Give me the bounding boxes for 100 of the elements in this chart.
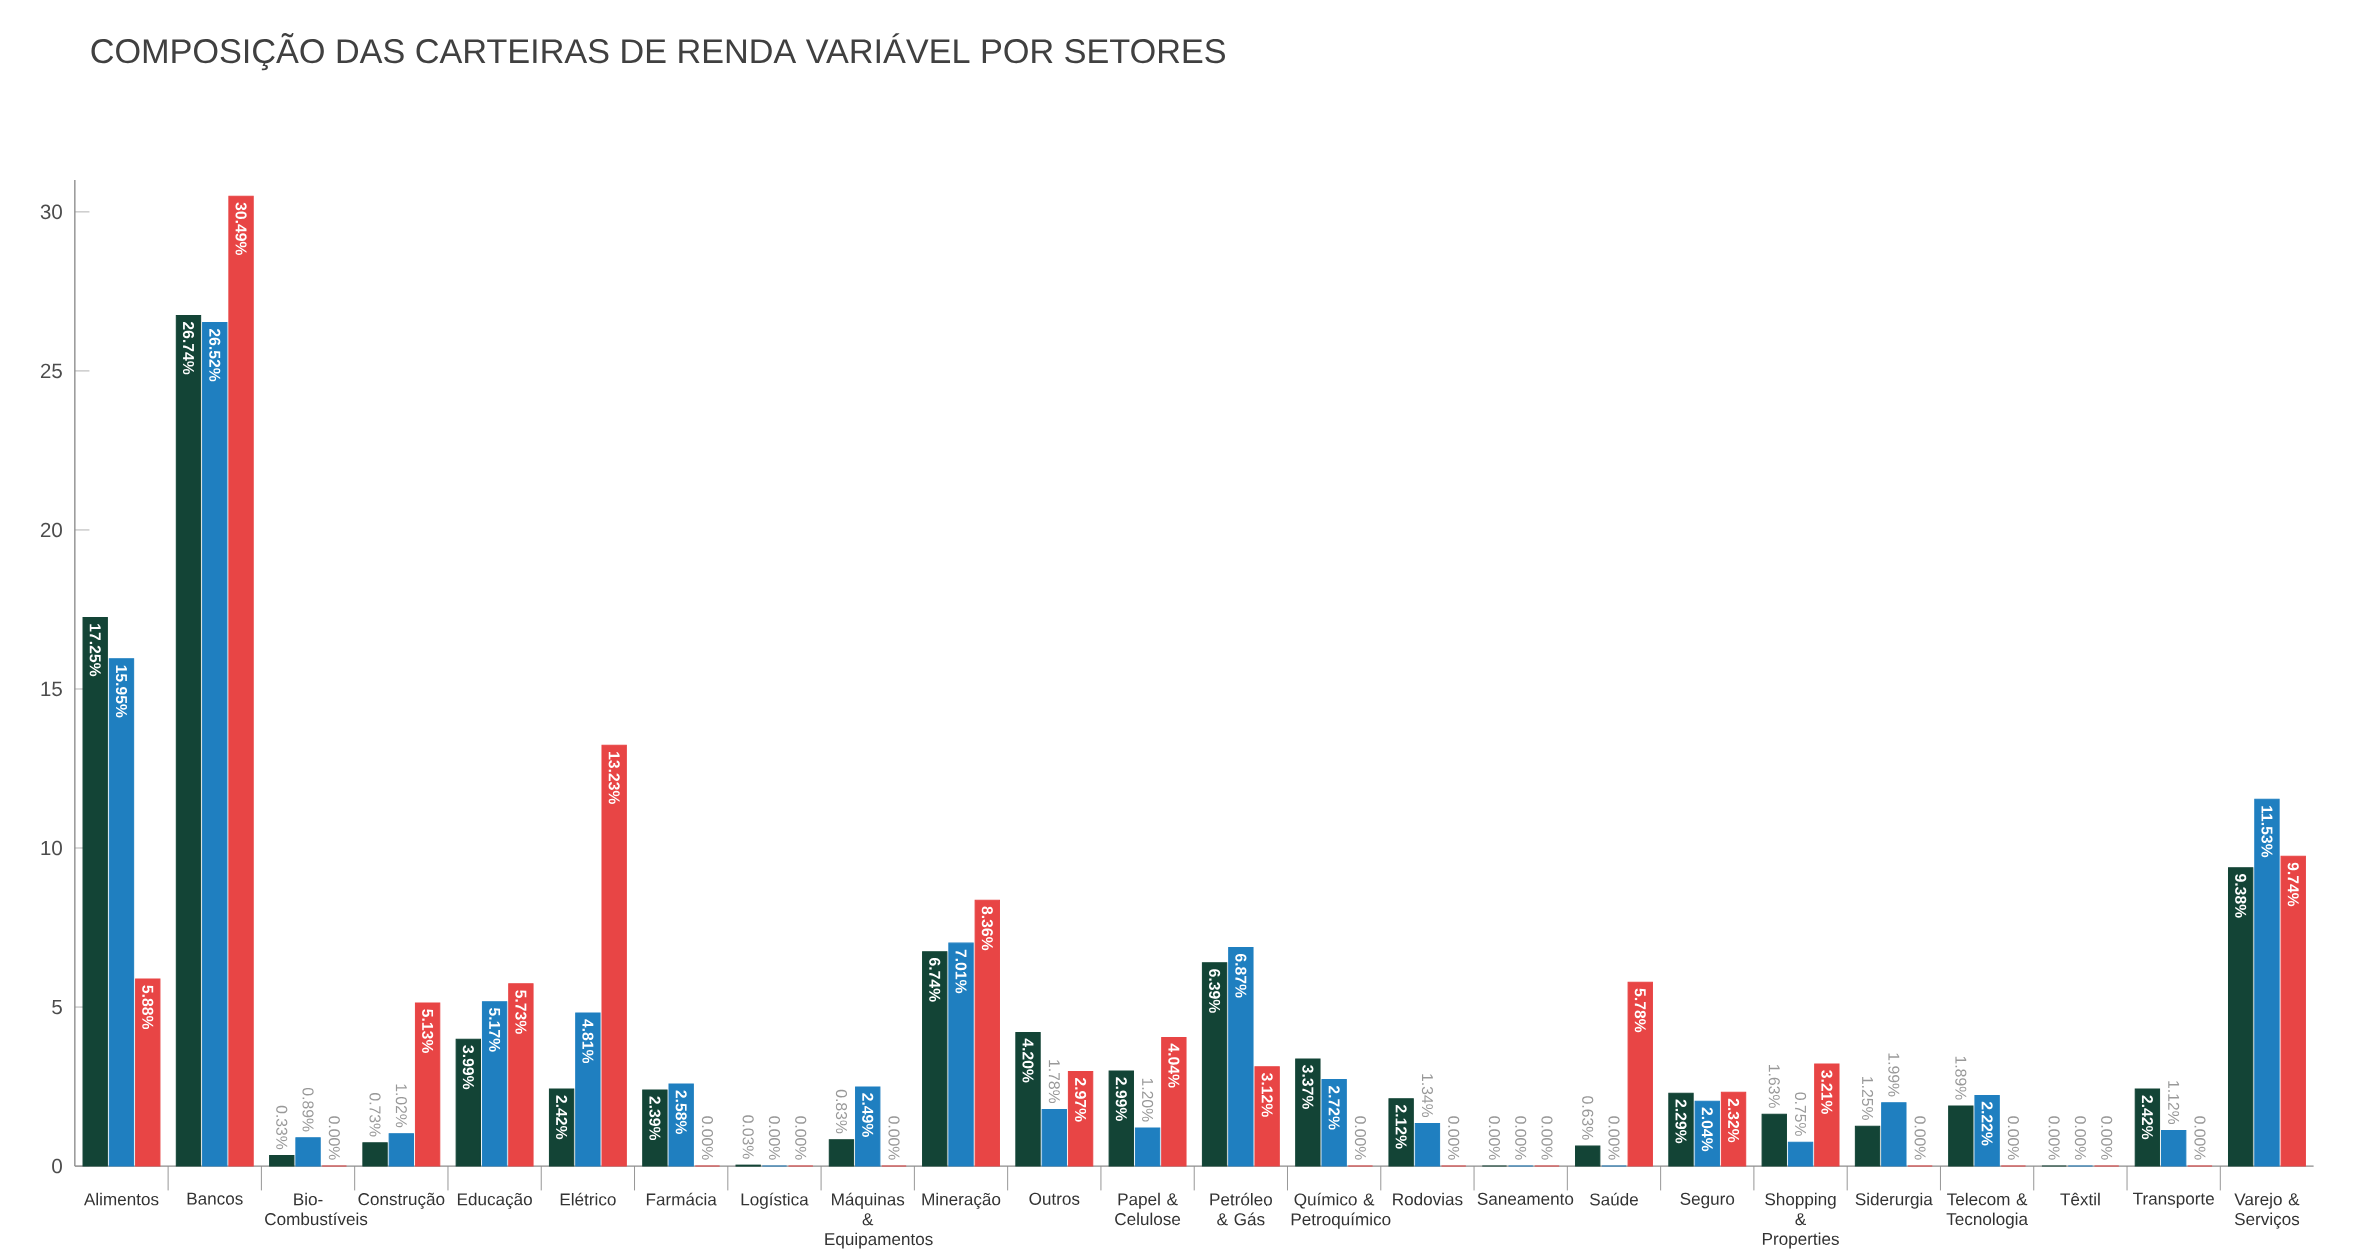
- bar: [1814, 1063, 1840, 1167]
- bar: [1414, 1122, 1441, 1167]
- bar: [82, 616, 108, 1167]
- y-tick-label: 5: [52, 999, 62, 1015]
- y-tick-label: 15: [41, 681, 62, 697]
- bar: [1228, 947, 1254, 1167]
- data-label: 0.00%: [1448, 1116, 1460, 1160]
- bar: [202, 322, 228, 1167]
- data-label: 30.49%: [235, 202, 247, 256]
- bar: [1067, 1071, 1094, 1167]
- x-tick-label: Outros: [1029, 1192, 1080, 1205]
- data-label: 0.63%: [1582, 1096, 1594, 1140]
- data-label: 6.74%: [929, 958, 941, 1002]
- bar: [1161, 1037, 1187, 1167]
- data-label: 1.78%: [1048, 1060, 1060, 1104]
- data-label: 9.38%: [2235, 874, 2247, 918]
- data-label: 5.17%: [489, 1007, 501, 1052]
- y-tick-label: 0: [52, 1158, 62, 1174]
- bar: [295, 1137, 321, 1167]
- data-label: 0.33%: [276, 1105, 288, 1150]
- bar: [1575, 1145, 1601, 1167]
- data-label: 4.04%: [1168, 1043, 1180, 1088]
- x-tick-label: Petróleo & Gás: [1210, 1192, 1272, 1226]
- bar: [855, 1086, 881, 1167]
- x-tick-label: Educação: [457, 1192, 532, 1209]
- x-tick-label: Rodovias: [1393, 1192, 1463, 1206]
- data-label: 5.88%: [142, 985, 154, 1030]
- bar: [1974, 1094, 2000, 1167]
- data-label: 2.72%: [1328, 1085, 1340, 1130]
- data-label: 4.20%: [1022, 1038, 1034, 1083]
- bar: [948, 942, 974, 1167]
- bar: [1948, 1105, 1974, 1167]
- data-label: 3.21%: [1821, 1070, 1833, 1114]
- y-tick-label: 25: [40, 363, 62, 379]
- bar: [1295, 1058, 1321, 1167]
- x-tick-label: Têxtil: [2060, 1192, 2100, 1206]
- bar: [481, 1001, 508, 1167]
- bar: [269, 1155, 295, 1167]
- x-tick-label: Farmácia: [646, 1192, 717, 1206]
- data-label: 2.99%: [1115, 1077, 1127, 1121]
- bar: [2280, 855, 2306, 1167]
- bar: [362, 1142, 388, 1167]
- bar: [1694, 1100, 1720, 1167]
- y-tick-label: 30: [40, 204, 62, 220]
- data-label: 0.00%: [701, 1116, 714, 1160]
- data-label: 6.87%: [1235, 953, 1247, 998]
- x-tick-label: Alimentos: [83, 1192, 159, 1206]
- data-label: 2.12%: [1395, 1105, 1407, 1149]
- x-tick-label: Siderurgia: [1855, 1192, 1933, 1209]
- bar: [1201, 962, 1228, 1167]
- data-label: 9.74%: [2287, 862, 2299, 907]
- x-tick-label: Papel & Celulose: [1115, 1192, 1181, 1226]
- data-label: 0.00%: [2048, 1116, 2060, 1160]
- x-tick-label: Telecom & Tecnologia: [1946, 1192, 2028, 1229]
- data-label: 2.97%: [1075, 1077, 1087, 1122]
- bar: [2227, 867, 2254, 1167]
- bar: [1134, 1127, 1161, 1167]
- data-label: 7.01%: [955, 949, 967, 994]
- data-label: 6.39%: [1209, 969, 1221, 1013]
- bar: [1041, 1108, 1067, 1167]
- x-tick-label: Saneamento: [1477, 1192, 1574, 1205]
- bar: [1668, 1092, 1694, 1167]
- bar: [575, 1012, 601, 1167]
- data-label: 0.75%: [1794, 1092, 1807, 1136]
- data-label: 5.78%: [1634, 988, 1646, 1033]
- data-label: 2.39%: [649, 1096, 661, 1141]
- data-label: 11.53%: [2261, 806, 2273, 858]
- data-label: 0.83%: [835, 1089, 848, 1134]
- data-label: 0.00%: [1914, 1116, 1926, 1160]
- bar: [228, 195, 254, 1167]
- bar: [642, 1089, 668, 1167]
- data-label: 2.58%: [675, 1090, 687, 1135]
- data-label: 5.13%: [422, 1009, 434, 1053]
- data-label: 0.89%: [302, 1087, 314, 1132]
- data-label: 1.34%: [1421, 1074, 1433, 1118]
- data-label: 1.02%: [395, 1084, 407, 1128]
- x-tick-label: Logística: [741, 1192, 809, 1209]
- data-label: 0.00%: [1541, 1116, 1553, 1160]
- data-label: 13.23%: [608, 752, 620, 805]
- data-label: 0.00%: [2007, 1116, 2019, 1160]
- data-label: 0.00%: [768, 1116, 781, 1160]
- data-label: 0.00%: [795, 1116, 807, 1160]
- data-label: 8.36%: [981, 906, 993, 951]
- bar: [175, 315, 202, 1167]
- bar: [1761, 1113, 1787, 1167]
- bar: [2254, 798, 2280, 1167]
- data-label: 3.12%: [1261, 1073, 1273, 1117]
- data-label: 26.52%: [209, 328, 221, 382]
- data-label: 0.00%: [1488, 1116, 1500, 1160]
- data-label: 3.37%: [1302, 1065, 1314, 1109]
- data-label: 0.00%: [1354, 1116, 1366, 1160]
- y-tick-label: 20: [40, 522, 62, 538]
- chart-title: COMPOSIÇÃO DAS CARTEIRAS DE RENDA VARIÁVEL POR SETORES: [91, 32, 1225, 71]
- data-label: 1.89%: [1955, 1056, 1967, 1100]
- bar: [1108, 1070, 1134, 1167]
- data-label: 0.03%: [742, 1115, 754, 1159]
- data-label: 0.00%: [888, 1116, 900, 1160]
- bar: [1854, 1125, 1881, 1167]
- data-label: 4.81%: [582, 1019, 594, 1064]
- bar: [108, 658, 135, 1167]
